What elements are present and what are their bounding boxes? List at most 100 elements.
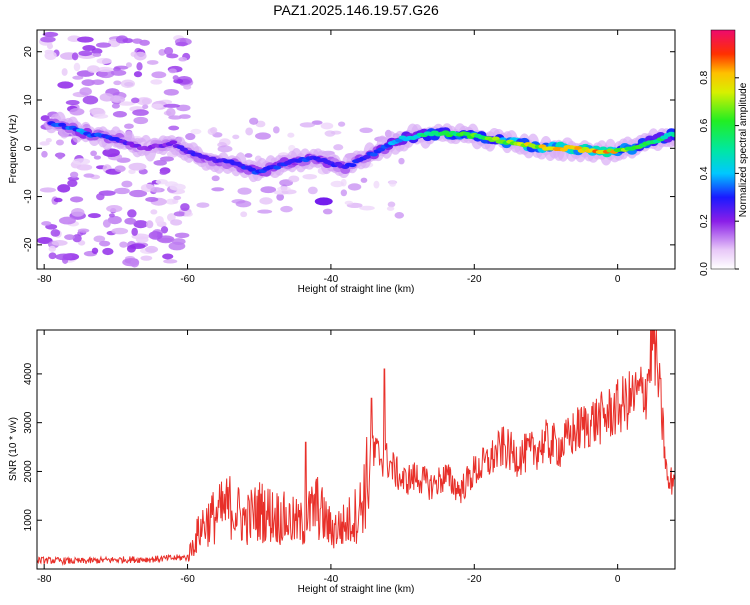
spectrogram-cell bbox=[55, 139, 64, 146]
spectrogram-cell bbox=[167, 213, 176, 222]
x-tick-label: 0 bbox=[615, 274, 621, 285]
y-tick-label: 2000 bbox=[23, 460, 34, 483]
spectrogram-cell bbox=[72, 158, 91, 165]
spectrogram-cell bbox=[50, 229, 61, 237]
spectrogram-cell bbox=[133, 71, 143, 78]
spectrogram-cell bbox=[40, 36, 56, 43]
spectrogram-cell bbox=[71, 208, 85, 217]
spectrogram-cell bbox=[299, 122, 316, 128]
spectrogram-cell bbox=[273, 165, 282, 170]
spectrogram-cell bbox=[178, 57, 188, 62]
spectrogram-cell bbox=[77, 228, 90, 233]
spectrogram-cell bbox=[124, 217, 137, 225]
spectrogram-cell bbox=[133, 51, 147, 61]
spectrogram-cell bbox=[169, 140, 178, 145]
spectrogram-cell bbox=[387, 201, 396, 208]
spectrogram-cell bbox=[41, 150, 48, 158]
spectrogram-cell bbox=[463, 131, 472, 136]
spectrogram-cell bbox=[128, 162, 147, 171]
x-tick-label: 0 bbox=[615, 574, 621, 585]
spectrogram-cell bbox=[125, 62, 133, 68]
spectrogram-cell bbox=[72, 75, 84, 80]
spectrogram-cell bbox=[173, 195, 182, 200]
spectrogram-cell bbox=[211, 175, 220, 182]
spectrogram-cell bbox=[320, 122, 334, 130]
x-tick-label: -20 bbox=[467, 274, 482, 285]
spectrogram-cell bbox=[93, 155, 102, 160]
spectrogram-cell bbox=[121, 180, 133, 188]
spectrogram-cell bbox=[184, 211, 193, 217]
spectrogram-cell bbox=[81, 79, 95, 87]
spectrogram-cell bbox=[51, 239, 68, 246]
spectrogram-cell bbox=[395, 138, 404, 143]
spectrogram-cell bbox=[330, 180, 344, 188]
spectrogram-cell bbox=[96, 57, 112, 65]
snr-series-line bbox=[37, 330, 675, 566]
spectrogram-cell bbox=[369, 152, 378, 157]
spectrogram-cell bbox=[58, 216, 76, 225]
spectrogram-cell bbox=[140, 255, 153, 261]
spectrogram-cell bbox=[176, 104, 191, 112]
spectrogram-cell bbox=[359, 205, 375, 211]
spectrogram-cell bbox=[48, 252, 57, 260]
spectrogram-cell bbox=[145, 245, 159, 253]
spectrogram-cell bbox=[37, 237, 53, 244]
spectrogram-cell bbox=[360, 177, 368, 183]
spectrogram-y-ticks: -20 -10 0 10 20 bbox=[23, 46, 675, 252]
y-tick-label: 1000 bbox=[23, 509, 34, 532]
y-tick-label: 20 bbox=[23, 46, 34, 58]
spectrogram-cell bbox=[65, 100, 80, 106]
spectrogram-cell bbox=[42, 31, 59, 38]
spectrogram-cell bbox=[207, 127, 217, 135]
spectrogram-cell bbox=[133, 220, 148, 229]
spectrogram-cell bbox=[78, 50, 93, 57]
spectrogram-cell bbox=[69, 171, 79, 179]
spectrogram-cell bbox=[257, 209, 273, 214]
spectrogram-x-axis-label: Height of straight line (km) bbox=[298, 284, 415, 295]
y-tick-label: -10 bbox=[23, 189, 34, 204]
spectrogram-cell bbox=[172, 75, 179, 81]
y-tick-label: -20 bbox=[23, 237, 34, 252]
y-tick-label: 4000 bbox=[23, 362, 34, 385]
spectrogram-cell bbox=[106, 204, 123, 213]
spectrogram-cell bbox=[108, 213, 115, 218]
spectrogram-cell bbox=[217, 145, 233, 153]
spectrogram-cell bbox=[162, 253, 174, 260]
spectrogram-cell bbox=[276, 193, 285, 201]
spectrogram-cell bbox=[82, 44, 96, 51]
spectrogram-cell bbox=[146, 220, 154, 229]
spectrogram-cell bbox=[314, 197, 333, 206]
spectrogram-cell bbox=[132, 109, 149, 116]
spectrogram-cell bbox=[114, 165, 126, 173]
colorbar-tick-label: 0.8 bbox=[699, 70, 710, 84]
spectrogram-cell bbox=[362, 154, 371, 159]
spectrogram-cell bbox=[132, 38, 143, 44]
spectrogram-cell bbox=[57, 184, 71, 193]
spectrogram-cell bbox=[183, 84, 192, 90]
spectrogram-cell bbox=[76, 36, 94, 43]
spectrogram-cell bbox=[211, 187, 225, 192]
spectrogram-cell bbox=[259, 197, 273, 205]
spectrogram-cell bbox=[73, 62, 81, 72]
colorbar-label: Normalized spectral amplitude bbox=[738, 82, 749, 217]
x-tick-label: -20 bbox=[467, 574, 482, 585]
spectrogram-cell bbox=[91, 247, 99, 254]
spectrogram-cell bbox=[71, 52, 79, 61]
spectrogram-cell bbox=[185, 133, 196, 141]
spectrogram-cell bbox=[150, 209, 158, 215]
snr-x-axis-label: Height of straight line (km) bbox=[298, 584, 415, 595]
colorbar-tick-label: 0.2 bbox=[699, 214, 710, 228]
spectrogram-cell bbox=[117, 101, 135, 106]
spectrogram-cell bbox=[151, 103, 164, 109]
y-tick-label: 10 bbox=[23, 94, 34, 106]
snr-y-ticks: 1000 2000 3000 4000 bbox=[23, 362, 675, 531]
spectrogram-cell bbox=[112, 111, 127, 118]
spectrogram-cell bbox=[95, 42, 112, 48]
spectrogram-cell bbox=[107, 215, 122, 225]
spectrogram-cell bbox=[196, 202, 210, 208]
spectrogram-cell bbox=[245, 127, 254, 136]
spectrogram-cell bbox=[92, 52, 102, 57]
snr-panel: -80 -60 -40 -20 0 1000 2000 3000 4000 Height of… bbox=[8, 329, 676, 595]
